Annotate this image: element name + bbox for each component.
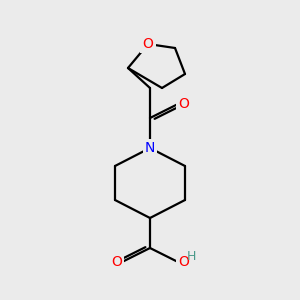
Text: O: O [178,255,189,269]
Text: O: O [111,255,122,269]
Text: O: O [142,37,153,51]
Text: O: O [178,97,189,111]
Text: H: H [186,250,196,262]
Text: N: N [145,141,155,155]
